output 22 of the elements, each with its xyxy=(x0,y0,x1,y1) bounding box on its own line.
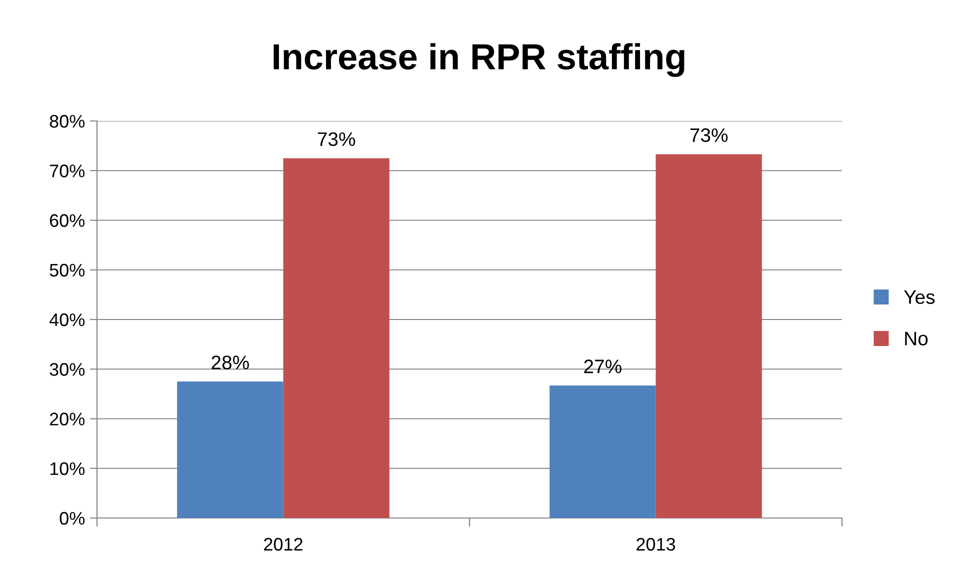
y-tick-label: 10% xyxy=(50,462,85,476)
y-tick-label: 0% xyxy=(60,512,85,525)
x-tick-label: 2012 xyxy=(264,538,302,551)
y-tick-label: 70% xyxy=(50,164,85,178)
legend-label: No xyxy=(905,332,928,346)
y-tick-label: 60% xyxy=(50,214,85,227)
y-tick-label: 80% xyxy=(50,114,85,128)
bar xyxy=(177,382,284,518)
y-tick-label: 20% xyxy=(50,412,85,426)
y-tick-label: 40% xyxy=(49,313,85,326)
data-label: 28% xyxy=(212,356,249,370)
bar xyxy=(283,158,390,518)
bar xyxy=(656,154,762,518)
bar xyxy=(550,386,656,518)
data-label: 73% xyxy=(690,128,728,142)
x-tick-label: 2013 xyxy=(636,538,676,551)
y-tick-label: 30% xyxy=(50,363,85,376)
chart-title: Increase in RPR staffing xyxy=(274,43,684,77)
data-label: 73% xyxy=(318,132,356,146)
data-label: 27% xyxy=(584,360,622,374)
legend-label: Yes xyxy=(904,290,935,304)
y-tick-label: 50% xyxy=(50,264,85,277)
